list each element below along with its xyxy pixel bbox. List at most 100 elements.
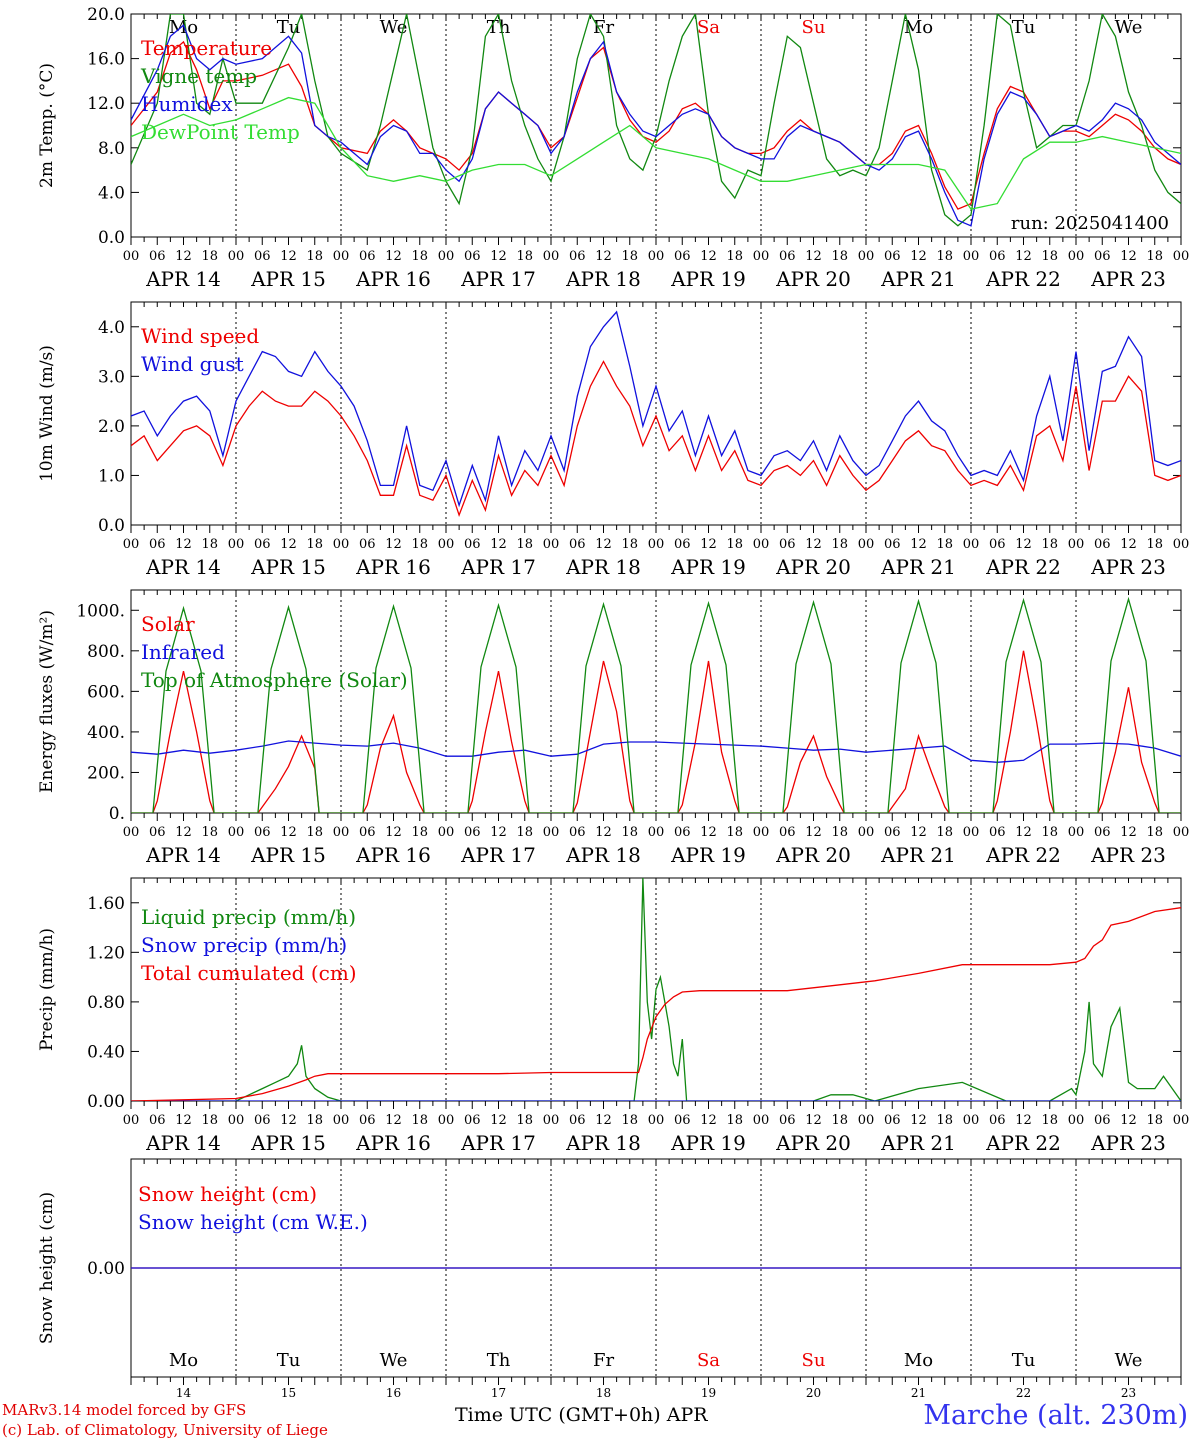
hour-label: 06 xyxy=(254,1113,271,1128)
date-label: APR 23 xyxy=(1090,555,1166,579)
hour-label: 00 xyxy=(123,1113,140,1128)
legend-entry: Humidex xyxy=(141,92,233,116)
y-tick-label: 2.0 xyxy=(98,417,125,437)
y-tick-label: 600. xyxy=(87,682,125,702)
hour-label: 06 xyxy=(569,1113,586,1128)
y-axis-label: 2m Temp. (°C) xyxy=(37,63,57,188)
hour-label: 18 xyxy=(1041,249,1058,264)
hour-label: 06 xyxy=(569,537,586,552)
y-tick-label: 3.0 xyxy=(98,367,125,387)
hour-label: 18 xyxy=(726,1113,743,1128)
weekday-label: Mo xyxy=(904,17,933,38)
legend-entry: Snow height (cm) xyxy=(138,1182,317,1206)
weekday-label: We xyxy=(1115,1350,1143,1371)
date-label: APR 22 xyxy=(985,843,1061,867)
hour-label: 06 xyxy=(149,1113,166,1128)
series-line-solar xyxy=(131,650,1181,813)
hour-label: 18 xyxy=(726,825,743,840)
hour-label: 18 xyxy=(1041,537,1058,552)
hour-label: 12 xyxy=(910,825,927,840)
legend-entry: Total cumulated (cm) xyxy=(141,961,357,985)
hour-label: 18 xyxy=(831,1113,848,1128)
date-label: APR 19 xyxy=(670,843,746,867)
hour-label: 18 xyxy=(1041,825,1058,840)
hour-label: 12 xyxy=(700,537,717,552)
hour-label: 12 xyxy=(1015,249,1032,264)
date-label: APR 19 xyxy=(670,1131,746,1155)
hour-label: 12 xyxy=(490,1113,507,1128)
hour-label: 06 xyxy=(884,249,901,264)
day-number-label: 20 xyxy=(806,1386,821,1400)
y-tick-label: 0.80 xyxy=(87,993,125,1013)
hour-label: 06 xyxy=(359,1113,376,1128)
hour-label: 06 xyxy=(359,825,376,840)
weekday-label: Su xyxy=(802,1350,826,1371)
date-label: APR 22 xyxy=(985,1131,1061,1155)
hour-label: 00 xyxy=(858,249,875,264)
hour-label: 00 xyxy=(1068,537,1085,552)
hour-label: 12 xyxy=(595,249,612,264)
date-label: APR 20 xyxy=(775,1131,851,1155)
hour-label: 12 xyxy=(280,825,297,840)
hour-label: 18 xyxy=(831,537,848,552)
series-line-vigne-temp xyxy=(131,14,1181,227)
hour-label: 06 xyxy=(464,249,481,264)
date-label: APR 18 xyxy=(565,267,641,291)
hour-label: 06 xyxy=(569,825,586,840)
date-label: APR 20 xyxy=(775,555,851,579)
hour-label: 06 xyxy=(779,537,796,552)
hour-label: 18 xyxy=(201,1113,218,1128)
date-label: APR 15 xyxy=(250,267,326,291)
hour-label: 00 xyxy=(333,1113,350,1128)
day-number-label: 22 xyxy=(1016,1386,1031,1400)
y-tick-label: 0. xyxy=(109,804,125,824)
hour-label: 18 xyxy=(936,1113,953,1128)
hour-label: 18 xyxy=(936,825,953,840)
hour-label: 00 xyxy=(543,537,560,552)
hour-label: 00 xyxy=(648,249,665,264)
weekday-label: Th xyxy=(487,17,511,38)
hour-label: 12 xyxy=(1120,249,1137,264)
date-label: APR 16 xyxy=(355,843,431,867)
date-label: APR 17 xyxy=(460,267,536,291)
hour-label: 00 xyxy=(1068,249,1085,264)
hour-label: 12 xyxy=(280,537,297,552)
hour-label: 18 xyxy=(621,825,638,840)
hour-label: 00 xyxy=(648,825,665,840)
legend-entry: Top of Atmosphere (Solar) xyxy=(141,668,408,692)
hour-label: 12 xyxy=(1120,825,1137,840)
y-tick-label: 400. xyxy=(87,723,125,743)
date-label: APR 18 xyxy=(565,555,641,579)
hour-label: 06 xyxy=(464,1113,481,1128)
hour-label: 12 xyxy=(385,537,402,552)
hour-label: 00 xyxy=(543,825,560,840)
date-label: APR 21 xyxy=(880,843,956,867)
hour-label: 18 xyxy=(411,249,428,264)
hour-label: 00 xyxy=(753,537,770,552)
hour-label: 00 xyxy=(753,1113,770,1128)
series-line-liquid-precip-mm-h- xyxy=(131,878,1181,1101)
y-tick-label: 0.40 xyxy=(87,1042,125,1062)
hour-label: 06 xyxy=(464,537,481,552)
hour-label: 00 xyxy=(1173,1113,1190,1128)
hour-label: 18 xyxy=(411,825,428,840)
hour-label: 00 xyxy=(1068,825,1085,840)
hour-label: 06 xyxy=(1094,537,1111,552)
date-label: APR 17 xyxy=(460,843,536,867)
hour-label: 06 xyxy=(674,537,691,552)
hour-label: 18 xyxy=(1146,825,1163,840)
date-label: APR 20 xyxy=(775,843,851,867)
run-label: run: 2025041400 xyxy=(1011,213,1169,234)
hour-label: 06 xyxy=(674,825,691,840)
hour-label: 06 xyxy=(779,249,796,264)
y-axis-label: 10m Wind (m/s) xyxy=(37,345,57,482)
hour-label: 18 xyxy=(201,537,218,552)
hour-label: 18 xyxy=(726,249,743,264)
weekday-label: Sa xyxy=(697,17,720,38)
hour-label: 12 xyxy=(385,1113,402,1128)
model-label: MARv3.14 model forced by GFS xyxy=(2,1401,247,1419)
hour-label: 06 xyxy=(674,1113,691,1128)
hour-label: 18 xyxy=(411,1113,428,1128)
hour-label: 18 xyxy=(936,537,953,552)
hour-label: 06 xyxy=(989,537,1006,552)
